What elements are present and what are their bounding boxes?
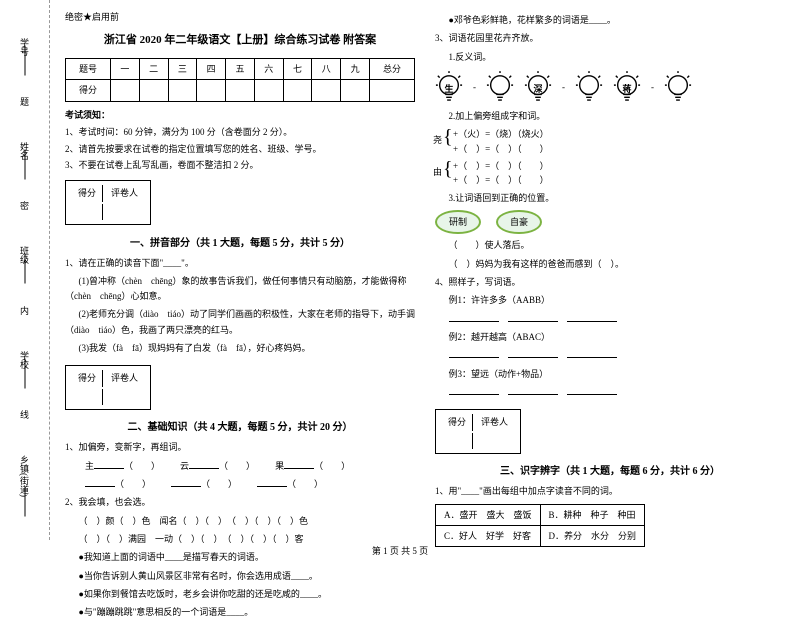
notice-item: 1、考试时间：60 分钟，满分为 100 分（含卷面分 2 分）。: [65, 125, 415, 139]
question-sub: 2.加上偏旁组成字和词。: [435, 109, 785, 124]
score-box: 得分评卷人: [435, 409, 521, 454]
lightbulb-icon: [486, 71, 514, 103]
brace-icon: {: [443, 127, 453, 147]
example-item: 例2：越开越高（ABAC）: [435, 330, 785, 345]
notice-heading: 考试须知：: [65, 108, 415, 122]
brace-group-2: { 由 +（ ）=（ ）（ ） +（ ）=（ ）（ ）: [435, 159, 785, 188]
question-item: ●邓爷色彩鲜艳，花样繁多的词语是____。: [435, 13, 785, 28]
oval-word: 研制: [435, 210, 481, 234]
blank-row: [435, 348, 785, 363]
right-column: ●邓爷色彩鲜艳，花样繁多的词语是____。 3、词语花园里花卉齐放。 1.反义词…: [435, 10, 785, 530]
question-2-1: 1、加偏旁，变新字，再组词。: [65, 440, 415, 455]
score-table: 题号一二三四五六七八九总分 得分: [65, 58, 415, 102]
lightbulb-icon: [664, 71, 692, 103]
lightbulb-icon: 生: [435, 71, 463, 103]
oval-word: 自豪: [496, 210, 542, 234]
example-item: 例3：望远（动作+物品）: [435, 367, 785, 382]
char-fill-row: 主（ ） 云（ ） 果（ ）: [65, 459, 415, 474]
example-item: 例1：许许多多（AABB）: [435, 293, 785, 308]
side-field-school: 学校: [10, 351, 40, 374]
score-box: 得分评卷人: [65, 180, 151, 225]
question-item: ●当你告诉别人黄山风景区非常有名时，你会选用成语____。: [65, 569, 415, 584]
notice-item: 2、请首先按要求在试卷的指定位置填写您的姓名、班级、学号。: [65, 142, 415, 156]
question-sub: 1.反义词。: [435, 50, 785, 65]
question-item: （ ）颜（ ）色 闻名（ ）（ ） （ ）（ ）（ ）色: [65, 514, 415, 529]
side-mark: 题: [18, 97, 31, 106]
question-item: (3)我发（fà fā）现妈妈有了白发（fà fā），好心疼妈妈。: [65, 341, 415, 356]
question-item: (1)曾冲称（chèn chēng）象的故事告诉我们，做任何事情只有动脑筋，才能…: [65, 274, 415, 305]
side-mark: 密: [18, 201, 31, 210]
section-2-title: 二、基础知识（共 4 大题，每题 5 分，共计 20 分）: [65, 420, 415, 436]
question-3: 3、词语花园里花卉齐放。: [435, 31, 785, 46]
blank-row: [435, 385, 785, 400]
lightbulb-icon: 深: [524, 71, 552, 103]
score-box: 得分评卷人: [65, 365, 151, 410]
exam-title: 浙江省 2020 年二年级语文【上册】综合练习试卷 附答案: [65, 32, 415, 50]
side-field-name: 姓名: [10, 142, 40, 165]
section-3-title: 三、识字辨字（共 1 大题，每题 6 分，共计 6 分）: [435, 464, 785, 480]
binding-margin: 学号 题 姓名 密 班级 内 学校 线 乡镇(街道): [0, 0, 50, 540]
question-2-2: 2、我会填，也会选。: [65, 495, 415, 510]
section-1-title: 一、拼音部分（共 1 大题，每题 5 分，共计 5 分）: [65, 236, 415, 252]
question-item: ●与"蹦蹦跳跳"意思相反的一个词语是____。: [65, 605, 415, 620]
blank-row: [435, 312, 785, 327]
brace-group-1: { 尧 +（火）=（烧）（烧火） +（ ）=（ ）（ ）: [435, 127, 785, 156]
question-item: (2)老师充分调（diào tiáo）动了同学们画画的积极性，大家在老师的指导下…: [65, 307, 415, 338]
side-field-id: 学号: [10, 38, 40, 61]
secret-label: 绝密★启用前: [65, 10, 415, 24]
side-mark: 线: [18, 410, 31, 419]
brace-icon: {: [443, 159, 453, 179]
notice-item: 3、不要在试卷上乱写乱画，卷面不整洁扣 2 分。: [65, 158, 415, 172]
question-4: 4、照样子，写词语。: [435, 275, 785, 290]
left-column: 绝密★启用前 浙江省 2020 年二年级语文【上册】综合练习试卷 附答案 题号一…: [65, 10, 415, 530]
question-3-1: 1、用"____"画出每组中加点字读音不同的词。: [435, 484, 785, 499]
side-field-town: 乡镇(街道): [10, 455, 40, 502]
question-item: ●如果你到餐馆去吃饭时，老乡会讲你吃甜的还是吃咸的____。: [65, 587, 415, 602]
fill-item: （ ）妈妈为我有这样的爸爸而感到（ ）。: [435, 257, 785, 272]
question-1: 1、请在正确的读音下面"____"。: [65, 256, 415, 271]
bulb-row: 生 - 深 - 蒋 -: [435, 71, 785, 103]
question-sub: 3.让词语回到正确的位置。: [435, 191, 785, 206]
page-footer: 第 1 页 共 5 页: [0, 544, 800, 557]
side-mark: 内: [18, 306, 31, 315]
oval-words: 研制 自豪: [435, 210, 785, 234]
fill-item: （ ）使人落后。: [435, 238, 785, 253]
char-table: A．盛开 盛大 盛饭B．耕种 种子 种田 C．好人 好学 好客D．养分 水分 分…: [435, 504, 645, 548]
char-fill-row: （ ） （ ） （ ）: [65, 477, 415, 492]
side-field-class: 班级: [10, 246, 40, 269]
lightbulb-icon: 蒋: [613, 71, 641, 103]
lightbulb-icon: [575, 71, 603, 103]
